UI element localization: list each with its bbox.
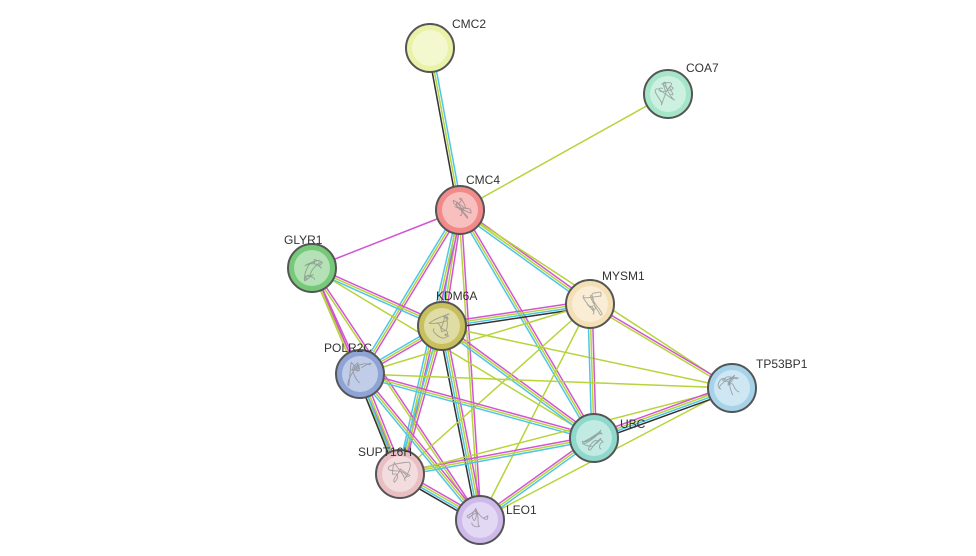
edge-KDM6A-TP53BP1-textmining [465, 331, 708, 383]
edge-KDM6A-POLR2C-database [380, 336, 421, 360]
node-label-LEO1: LEO1 [506, 503, 537, 517]
edge-LEO1-UBC-database [501, 454, 576, 508]
edges-layer [320, 71, 712, 511]
edge-SUPT16H-UBC-textmining [424, 442, 571, 469]
node-TP53BP1[interactable] [708, 364, 756, 412]
node-inner [462, 502, 498, 538]
edge-CMC2-CMC4-database [437, 71, 458, 186]
edge-CMC2-CMC4-coexpression [432, 72, 453, 187]
node-label-CMC4: CMC4 [466, 173, 500, 187]
edge-KDM6A-LEO1-coexpression [443, 350, 472, 497]
edge-COA7-CMC4-textmining [481, 106, 647, 199]
node-label-TP53BP1: TP53BP1 [756, 357, 808, 371]
node-GLYR1[interactable] [288, 244, 336, 292]
node-SUPT16H[interactable] [376, 450, 424, 498]
node-COA7[interactable] [644, 70, 692, 118]
edge-KDM6A-UBC-database [460, 342, 573, 426]
edge-KDM6A-SUPT16H-database [404, 348, 433, 450]
edge-KDM6A-POLR2C-experiments [382, 340, 423, 364]
edge-POLR2C-SUPT16H-database [368, 397, 390, 452]
edge-MYSM1-TP53BP1-textmining [610, 317, 711, 377]
node-CMC2[interactable] [406, 24, 454, 72]
node-inner [294, 250, 330, 286]
edge-CMC4-MYSM1-textmining [479, 224, 570, 290]
node-MYSM1[interactable] [566, 280, 614, 328]
nodes-layer [288, 24, 756, 544]
edge-KDM6A-POLR2C-textmining [381, 338, 422, 362]
edge-CMC4-GLYR1-experiments [334, 219, 437, 259]
edge-SUPT16H-UBC-experiments [423, 440, 570, 467]
node-CMC4[interactable] [436, 186, 484, 234]
edge-MYSM1-LEO1-textmining [491, 325, 579, 498]
node-KDM6A[interactable] [418, 302, 466, 350]
edge-KDM6A-MYSM1-coexpression [466, 311, 567, 326]
node-inner [572, 286, 608, 322]
node-inner [650, 76, 686, 112]
edge-POLR2C-TP53BP1-textmining [384, 375, 708, 387]
node-UBC[interactable] [570, 414, 618, 462]
node-label-MYSM1: MYSM1 [602, 269, 645, 283]
edge-KDM6A-MYSM1-experiments [465, 304, 566, 319]
node-inner [412, 30, 448, 66]
node-POLR2C[interactable] [336, 350, 384, 398]
edge-UBC-TP53BP1-experiments [615, 393, 708, 427]
node-inner [342, 356, 378, 392]
node-inner [382, 456, 418, 492]
node-label-CMC2: CMC2 [452, 17, 486, 31]
node-LEO1[interactable] [456, 496, 504, 544]
network-graph: CMC2COA7CMC4GLYR1MYSM1KDM6APOLR2CTP53BP1… [0, 0, 976, 556]
edge-UBC-TP53BP1-coexpression [618, 399, 711, 433]
edge-CMC2-CMC4-textmining [434, 72, 455, 187]
node-label-COA7: COA7 [686, 61, 719, 75]
